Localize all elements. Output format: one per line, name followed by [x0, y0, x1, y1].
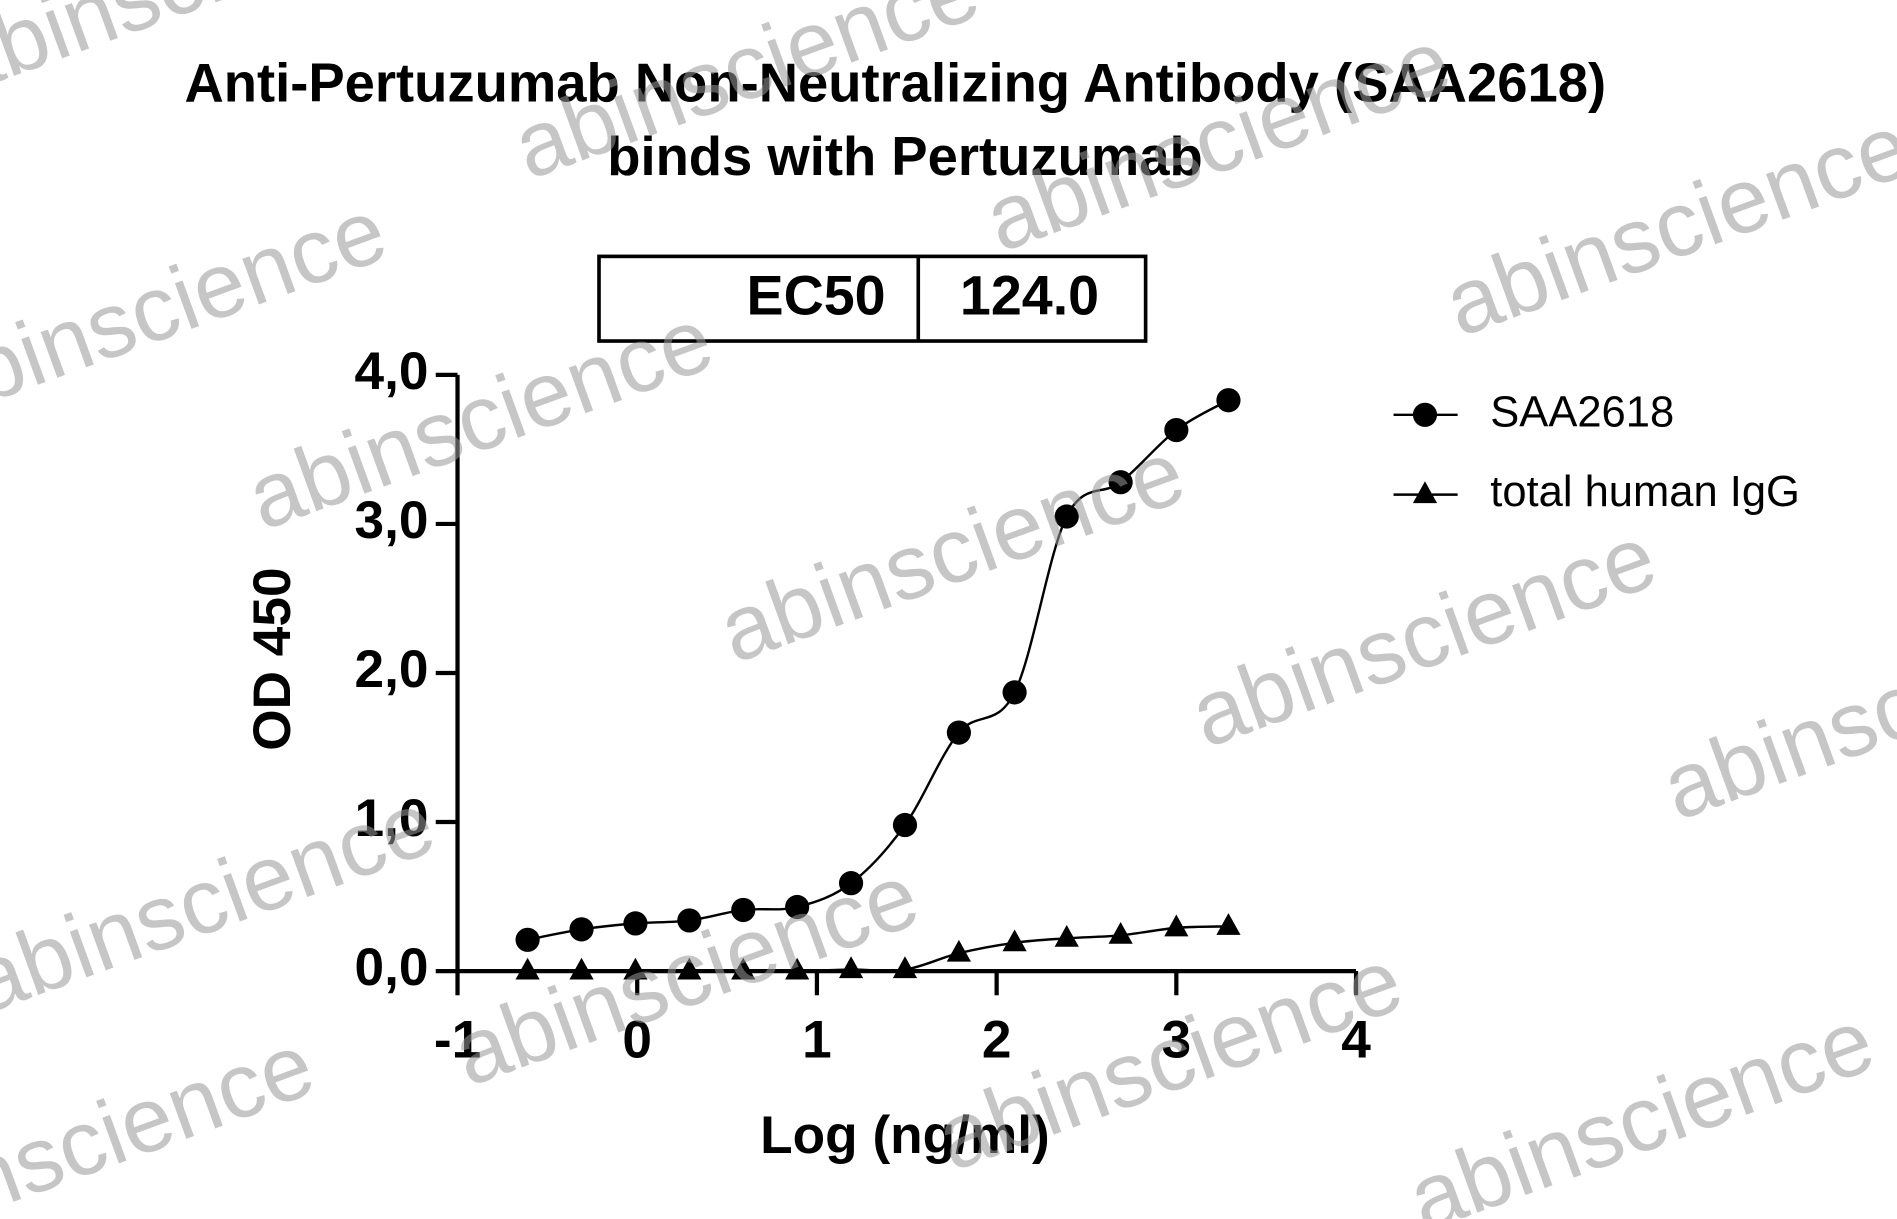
data-point — [677, 957, 702, 980]
ec50-value: 124.0 — [960, 265, 1099, 327]
watermark: abinscience — [0, 1013, 326, 1219]
data-point — [1108, 922, 1133, 944]
data-point — [623, 957, 648, 980]
data-point — [838, 956, 864, 979]
data-point — [1164, 417, 1189, 443]
data-point — [946, 939, 971, 962]
chart-title: binds with Pertuzumab — [607, 126, 1202, 187]
ec50-table — [597, 254, 1148, 343]
watermark: abinscience — [1650, 578, 1897, 840]
data-point — [892, 956, 918, 979]
data-point — [1002, 680, 1027, 705]
x-tick-label: 3 — [1162, 1011, 1192, 1070]
x-axis-label: Log (ng/ml) — [760, 1106, 1050, 1165]
x-tick-label: -1 — [434, 1011, 481, 1070]
data-point — [1054, 924, 1079, 947]
data-point — [677, 908, 702, 933]
data-point — [785, 957, 810, 980]
data-point — [1216, 913, 1241, 935]
watermark: abinscience — [706, 421, 1197, 683]
y-tick-label: 3,0 — [355, 491, 429, 550]
legend-marker — [1412, 481, 1438, 504]
watermark: abinscience — [1432, 94, 1897, 356]
chart-title: Anti-Pertuzumab Non-Neutralizing Antibod… — [184, 52, 1606, 113]
data-point — [731, 897, 756, 923]
y-tick-label: 1,0 — [355, 789, 429, 848]
x-tick-label: 2 — [982, 1011, 1012, 1070]
y-tick-label: 4,0 — [355, 342, 429, 401]
x-tick-label: 1 — [802, 1011, 832, 1070]
watermark: abinscience — [0, 179, 399, 441]
data-point — [946, 720, 971, 745]
y-tick-label: 2,0 — [355, 640, 429, 699]
y-axis-label: OD 450 — [243, 567, 302, 750]
data-point — [892, 812, 918, 838]
legend-marker — [1412, 402, 1438, 427]
x-tick-label: 0 — [622, 1011, 652, 1070]
data-point — [1164, 914, 1189, 937]
data-point — [731, 957, 756, 980]
watermark: abinscience — [1178, 505, 1669, 767]
y-tick-label: 0,0 — [355, 938, 429, 997]
data-point — [515, 957, 540, 980]
data-point — [1108, 470, 1133, 495]
x-tick-label: 4 — [1341, 1011, 1371, 1070]
data-point — [623, 911, 648, 936]
ec50-label: EC50 — [747, 265, 886, 327]
watermark: abinscience — [235, 288, 726, 550]
data-point — [569, 957, 594, 980]
legend-label: SAA2618 — [1490, 388, 1674, 436]
data-point — [1216, 388, 1241, 413]
data-point — [515, 927, 540, 952]
watermark: abinscience — [1396, 989, 1887, 1219]
data-point — [1002, 929, 1027, 952]
data-point — [1054, 504, 1079, 529]
data-point — [785, 894, 810, 920]
legend-label: total human IgG — [1490, 468, 1800, 516]
data-point — [838, 871, 864, 896]
data-point — [569, 917, 594, 942]
